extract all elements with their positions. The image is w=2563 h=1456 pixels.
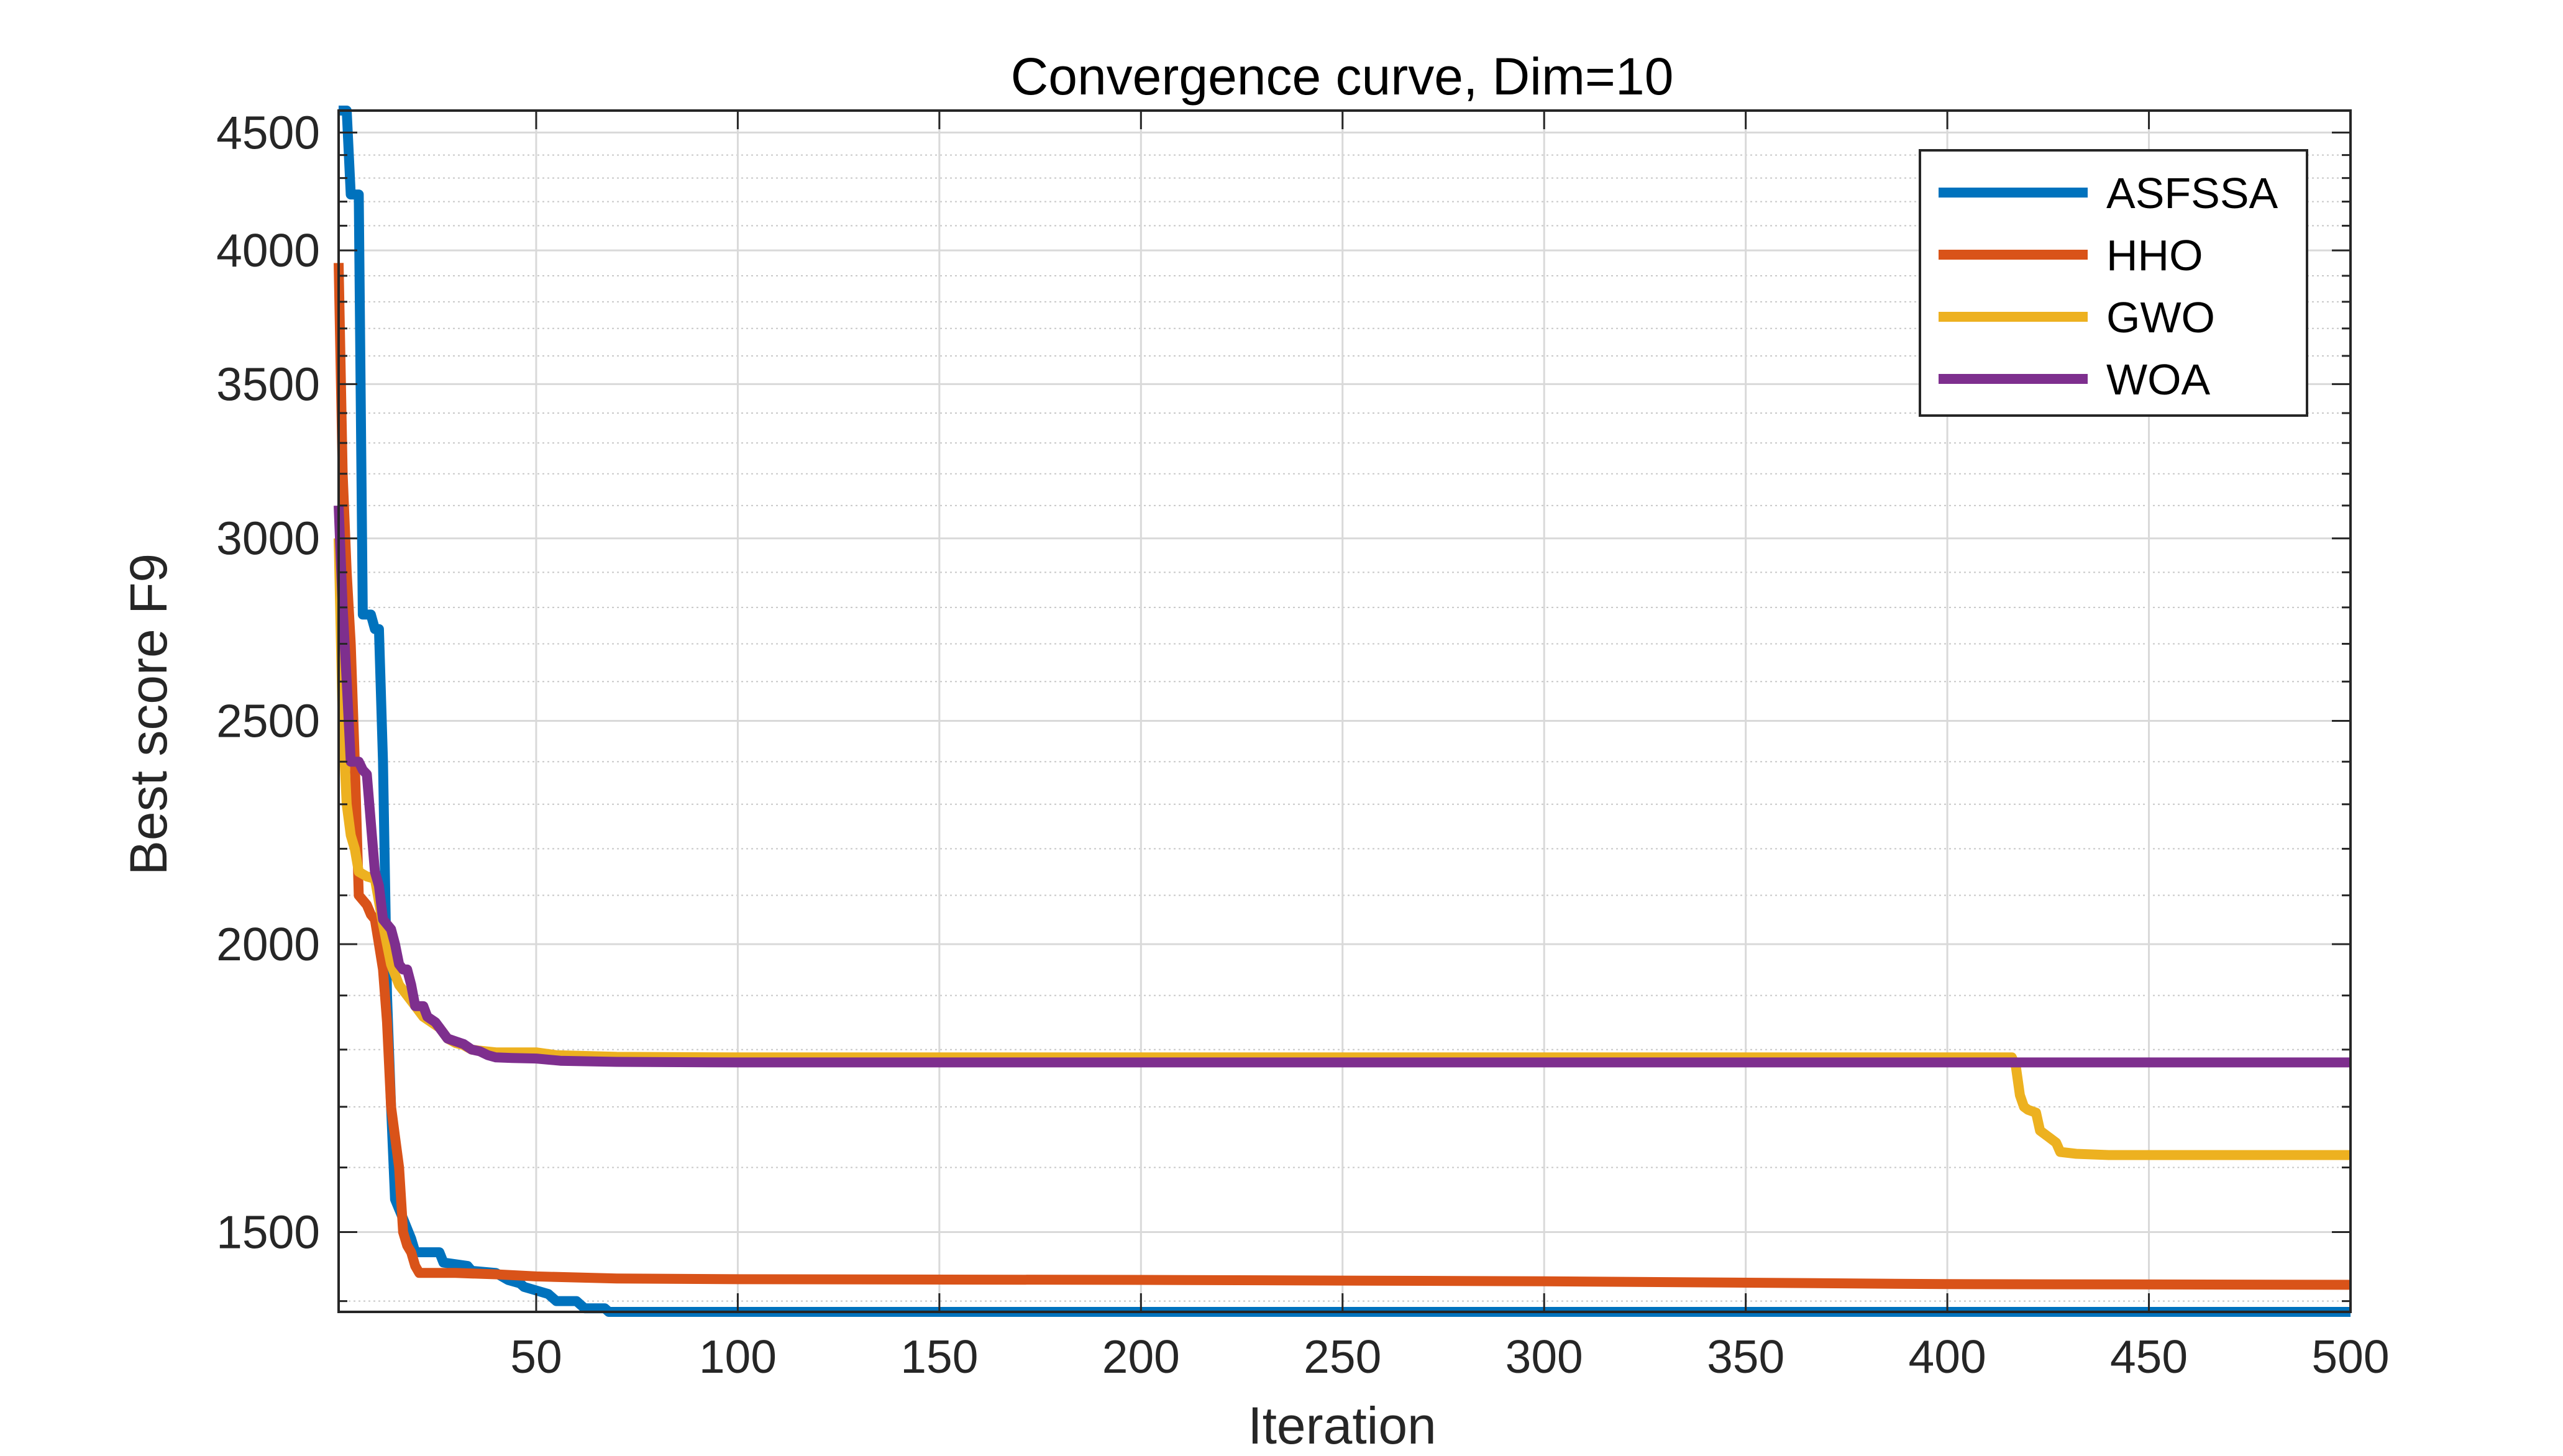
y-tick-label: 2500 [216,694,320,747]
chart-title: Convergence curve, Dim=10 [1011,47,1674,106]
legend: ASFSSA HHO GWO WOA [1919,149,2308,417]
x-tick-label: 150 [900,1331,978,1383]
legend-label-asfssa: ASFSSA [2106,169,2278,217]
y-tick-label: 4500 [216,106,320,158]
y-tick-label: 3500 [216,358,320,410]
y-tick-label: 2000 [216,918,320,970]
legend-label-woa: WOA [2106,355,2211,404]
series-line-hho [334,263,2351,1290]
x-tick-label: 50 [510,1331,562,1383]
y-axis-label: Best score F9 [119,553,178,875]
y-tick-label: 1500 [216,1206,320,1258]
x-tick-label: 500 [2311,1331,2389,1383]
x-axis-label: Iteration [1248,1396,1437,1455]
x-tick-label: 450 [2110,1331,2188,1383]
legend-label-hho: HHO [2106,231,2203,280]
x-tick-label: 400 [1909,1331,1986,1383]
x-tick-label: 250 [1304,1331,1381,1383]
legend-label-gwo: GWO [2106,293,2215,342]
x-tick-label: 200 [1102,1331,1180,1383]
y-tick-label: 3000 [216,512,320,565]
x-tick-label: 300 [1505,1331,1583,1383]
x-tick-label: 350 [1707,1331,1784,1383]
axes: 50 100 150 200 250 300 350 400 450 500 1500 2000 250… [216,106,2389,1383]
series-line-woa [334,505,2351,1068]
x-tick-label: 100 [699,1331,777,1383]
plot-area-border [337,109,2352,1313]
y-tick-label: 4000 [216,224,320,276]
